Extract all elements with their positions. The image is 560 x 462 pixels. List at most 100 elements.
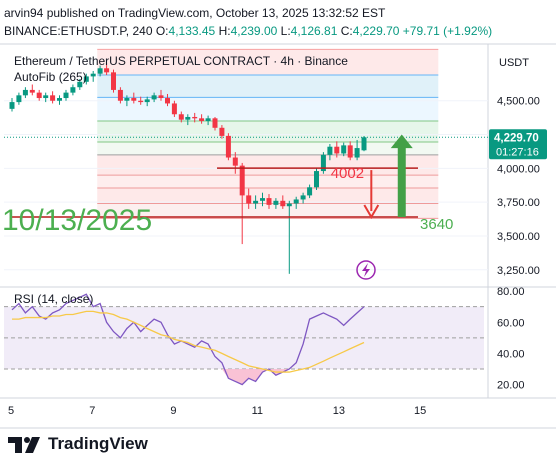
autofib-zone xyxy=(97,49,439,76)
rsi-label: RSI (14, close) xyxy=(14,292,94,306)
tradingview-logo-text: TradingView xyxy=(48,434,148,453)
symbol-ohlc-row: BINANCE:ETHUSDT.P, 240 O:4,133.45 H:4,23… xyxy=(4,24,492,38)
candle-body xyxy=(138,100,144,103)
time-tick-label: 13 xyxy=(333,405,345,417)
open-label: O: xyxy=(155,24,169,38)
tradingview-logo-icon xyxy=(8,437,40,453)
price-tick-label: 4,500.00 xyxy=(497,96,540,108)
candle-body xyxy=(205,118,211,122)
publish-info: arvin94 published on TradingView.com, Oc… xyxy=(4,6,386,20)
flash-icon xyxy=(356,260,376,280)
price-tick-label: 3,750.00 xyxy=(497,197,540,209)
rsi-tick-label: 20.00 xyxy=(497,380,525,392)
countdown-text: 01:27:16 xyxy=(496,146,539,158)
rsi-tick-label: 60.00 xyxy=(497,317,525,329)
autofib-zone xyxy=(97,141,439,155)
candle-body xyxy=(111,72,116,90)
candle-body xyxy=(43,95,49,99)
rsi-tick-label: 80.00 xyxy=(497,286,525,298)
autofib-zones xyxy=(97,48,439,219)
autofib-zone xyxy=(97,175,439,188)
close-value: 4,229.70 xyxy=(352,24,400,38)
last-price-badge xyxy=(489,129,547,160)
candle-body xyxy=(280,200,286,207)
rsi-ma-line xyxy=(12,310,365,373)
autofib-zone xyxy=(97,75,439,98)
level-4002-label: 4002 xyxy=(331,165,364,182)
high-value: 4,239.00 xyxy=(230,24,278,38)
up-arrow xyxy=(390,134,413,218)
candle-body xyxy=(83,76,89,82)
candle-body xyxy=(361,137,367,151)
autofib-zone xyxy=(97,203,439,219)
candle-body xyxy=(29,89,35,93)
candle-body xyxy=(239,165,245,196)
candle-body xyxy=(320,154,326,172)
candle-body xyxy=(219,127,225,136)
candle-body xyxy=(246,195,252,204)
candle-body xyxy=(354,148,360,158)
time-tick-label: 9 xyxy=(170,405,176,417)
autofib-label: AutoFib (265) xyxy=(14,70,87,84)
candle-body xyxy=(178,114,184,120)
candle-body xyxy=(158,95,164,99)
candle-body xyxy=(300,195,306,200)
close-label: C: xyxy=(340,24,353,38)
candle-body xyxy=(286,203,292,207)
candle-body xyxy=(327,146,333,155)
price-tick-label: 3,500.00 xyxy=(497,231,540,243)
candle-body xyxy=(334,146,340,154)
candles xyxy=(9,62,367,274)
autofib-zone xyxy=(97,187,439,204)
candle-body xyxy=(36,92,42,99)
candle-body xyxy=(151,95,157,100)
candle-body xyxy=(131,98,137,101)
candle-body xyxy=(124,98,130,101)
time-tick-label: 5 xyxy=(8,405,14,417)
candle-body xyxy=(192,116,198,119)
candle-body xyxy=(57,98,63,101)
rsi-line xyxy=(11,293,365,386)
level-3640-label: 3640 xyxy=(420,216,453,233)
candle-body xyxy=(253,200,259,204)
rsi-oversold-fill xyxy=(221,368,290,385)
candle-body xyxy=(50,95,56,101)
candle-body xyxy=(307,187,313,196)
high-label: H: xyxy=(218,24,231,38)
autofib-zone xyxy=(97,121,439,142)
candle-body xyxy=(16,95,22,103)
time-tick-label: 11 xyxy=(252,405,263,417)
candle-body xyxy=(22,89,28,96)
candle-body xyxy=(185,116,191,120)
candle-body xyxy=(212,118,218,128)
candle-body xyxy=(97,68,103,74)
chart-title: Ethereum / TetherUS PERPETUAL CONTRACT ·… xyxy=(14,54,348,68)
candle-body xyxy=(232,157,238,166)
candle-body xyxy=(273,200,279,205)
time-tick-label: 15 xyxy=(414,405,426,417)
candle-body xyxy=(117,89,123,101)
candle-body xyxy=(199,118,205,122)
rsi-tick-label: 40.00 xyxy=(497,348,525,360)
candle-body xyxy=(63,92,69,99)
date-annotation: 10/13/2025 xyxy=(2,204,152,237)
candle-body xyxy=(260,198,266,201)
candle-body xyxy=(314,171,319,188)
flash-icon-bolt xyxy=(362,263,370,277)
candle-body xyxy=(293,199,299,204)
candle-body xyxy=(164,98,170,104)
candle-body xyxy=(225,135,231,158)
low-label: L: xyxy=(280,24,291,38)
last-price-text: 4,229.70 xyxy=(494,132,539,144)
candle-body xyxy=(144,99,150,103)
low-value: 4,126.81 xyxy=(290,24,338,38)
price-tick-label: 4,000.00 xyxy=(497,163,540,175)
change-value: +79.71 (+1.92%) xyxy=(402,24,493,38)
candle-body xyxy=(90,73,96,77)
candle-body xyxy=(347,145,353,158)
currency-label: USDT xyxy=(499,57,529,69)
price-tick-label: 3,250.00 xyxy=(497,265,540,277)
candle-body xyxy=(171,103,177,115)
down-arrow-head xyxy=(363,204,380,220)
